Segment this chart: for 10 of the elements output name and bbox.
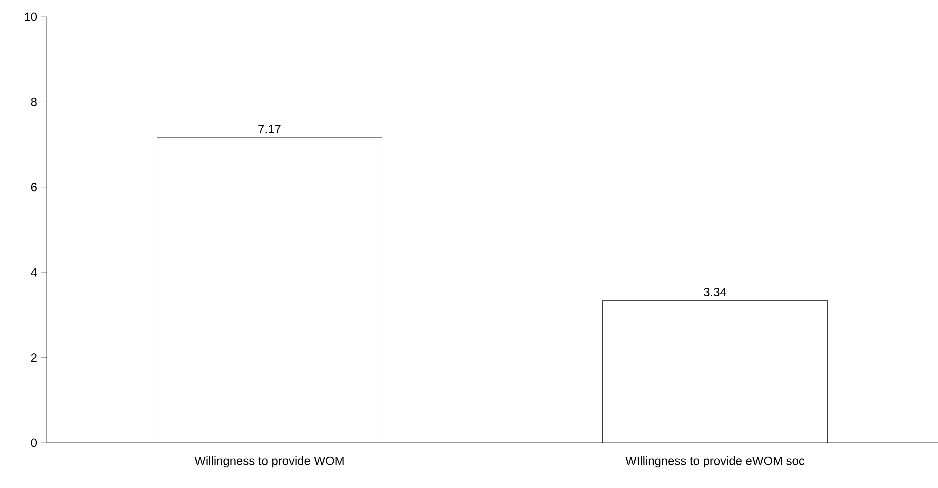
- data-label: 3.34: [704, 288, 727, 297]
- y-tick-label: 10: [25, 12, 38, 22]
- y-tick-label: 0: [31, 438, 38, 448]
- y-tick-label: 8: [31, 98, 37, 106]
- x-tick-label: WIllingness to provide eWOM soc: [626, 456, 805, 468]
- y-tick-label: 4: [31, 268, 38, 277]
- y-tick-label: 6: [31, 183, 37, 192]
- y-tick-label: 2: [31, 354, 37, 362]
- x-tick-label: Willingness to provide WOM: [194, 456, 344, 468]
- data-label: 7.17: [258, 125, 281, 134]
